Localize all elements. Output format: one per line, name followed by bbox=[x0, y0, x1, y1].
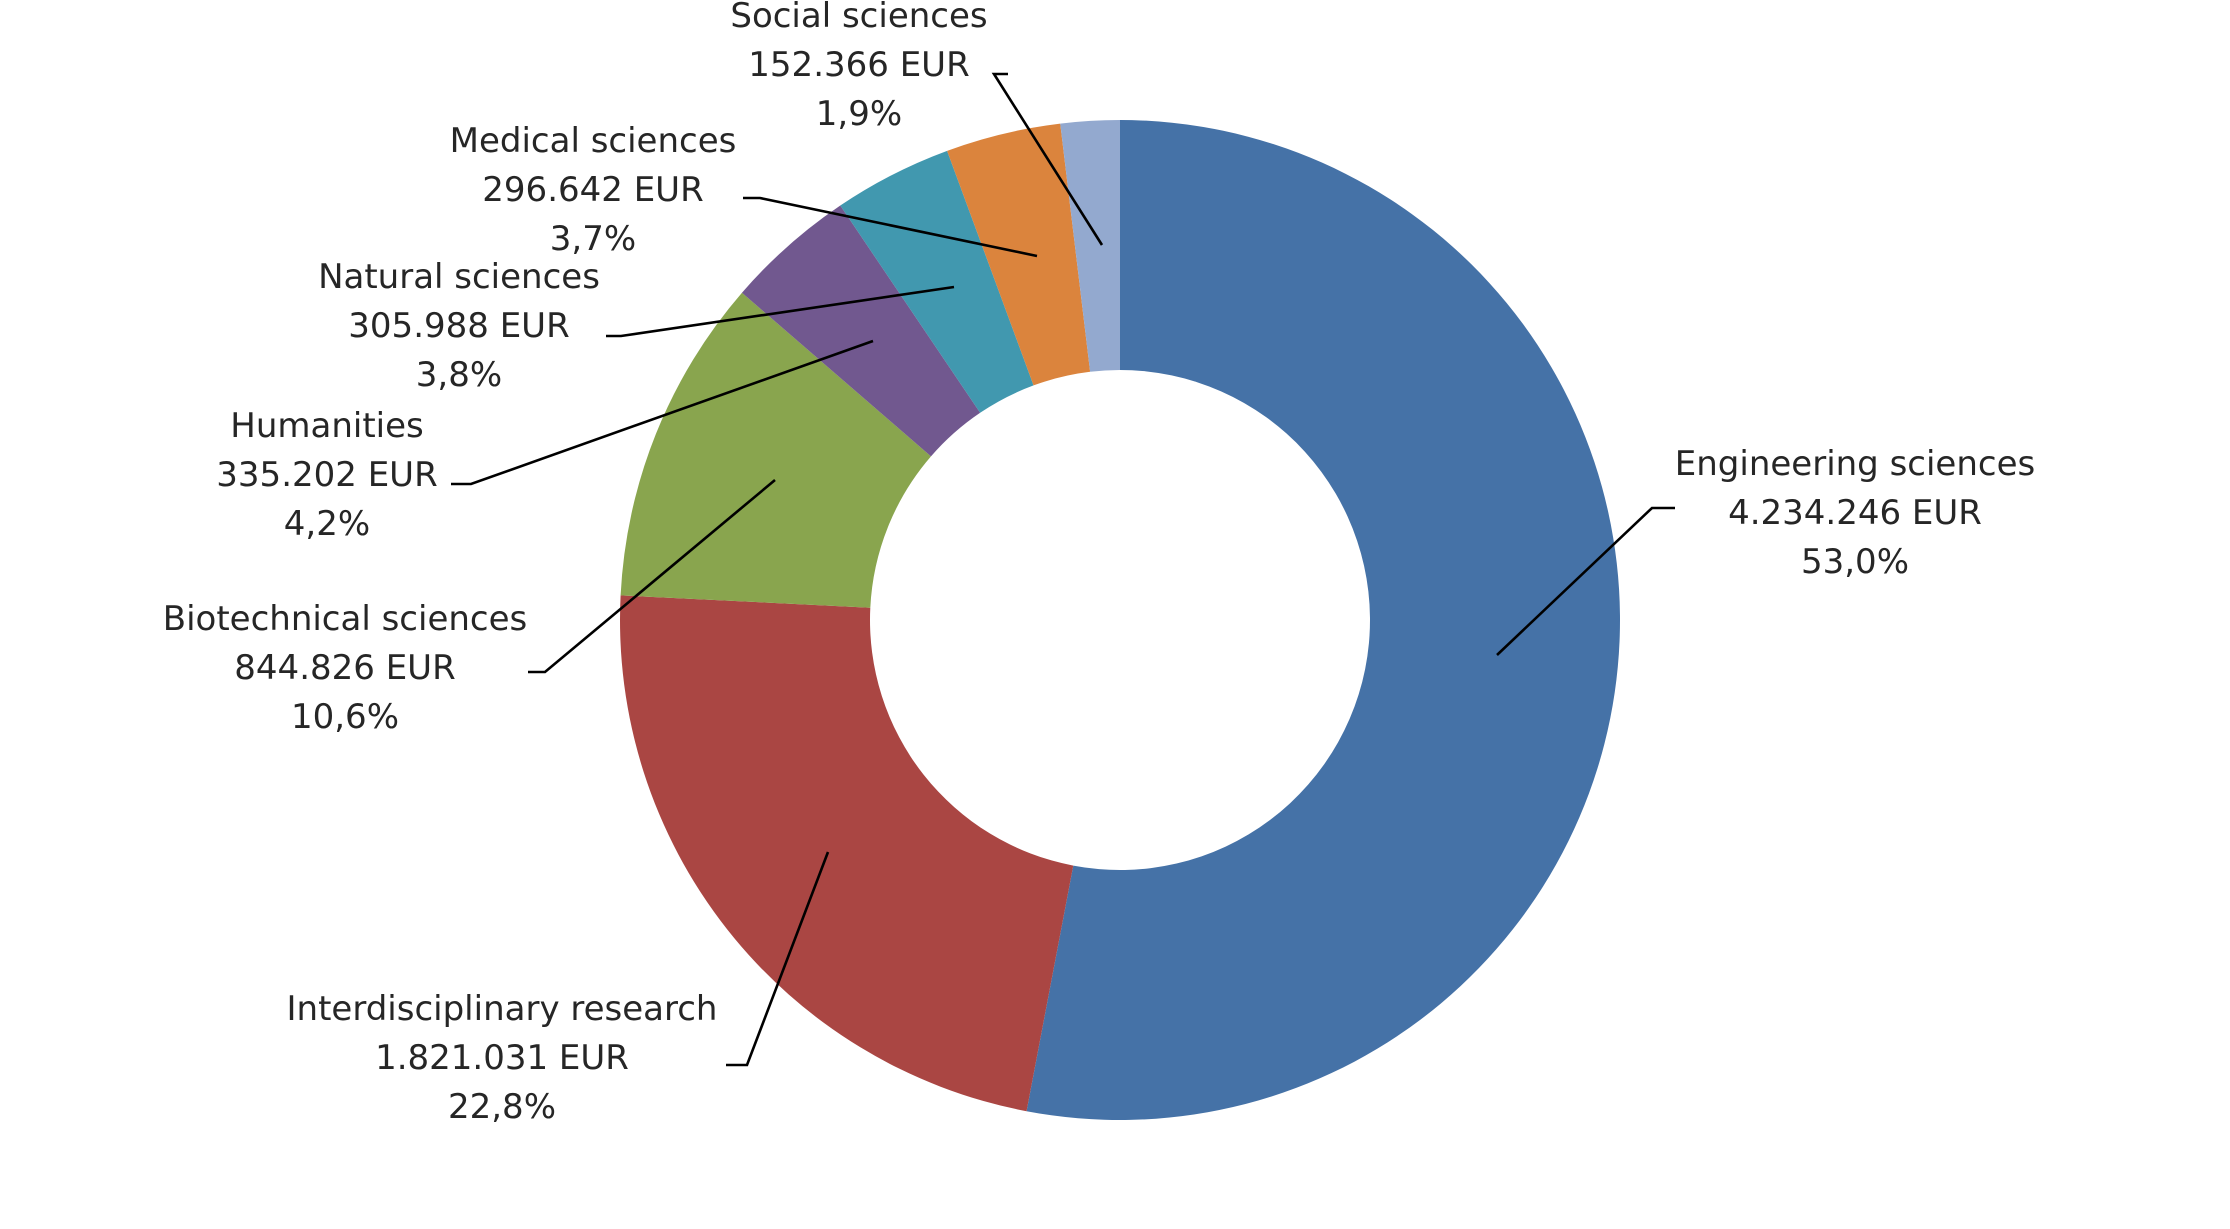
leader-line-medical-sciences bbox=[743, 196, 1038, 258]
leader-line-interdisciplinary-research bbox=[726, 851, 830, 1067]
data-label-humanities-label: Humanities bbox=[230, 406, 423, 446]
slice-engineering-sciences bbox=[1026, 120, 1620, 1120]
data-label-humanities-amount: 335.202 EUR bbox=[216, 455, 437, 495]
data-label-medical-sciences-percent: 3,7% bbox=[550, 219, 636, 259]
data-label-interdisciplinary-research-amount: 1.821.031 EUR bbox=[375, 1038, 629, 1078]
data-label-interdisciplinary-research-label: Interdisciplinary research bbox=[287, 989, 718, 1029]
data-label-social-sciences-percent: 1,9% bbox=[816, 94, 902, 134]
data-label-engineering-sciences-percent: 53,0% bbox=[1801, 542, 1909, 582]
chart-leader-lines bbox=[451, 72, 1675, 1067]
data-label-engineering-sciences-amount: 4.234.246 EUR bbox=[1728, 493, 1982, 533]
leader-line-biotechnical-sciences bbox=[528, 479, 776, 674]
chart-slices bbox=[620, 120, 1620, 1120]
data-label-medical-sciences-label: Medical sciences bbox=[450, 121, 737, 161]
data-label-engineering-sciences-label: Engineering sciences bbox=[1675, 444, 2035, 484]
leader-line-humanities bbox=[451, 339, 874, 486]
slice-interdisciplinary-research bbox=[620, 595, 1074, 1112]
data-label-biotechnical-sciences-amount: 844.826 EUR bbox=[234, 648, 455, 688]
chart-data-labels: Engineering sciences 4.234.246 EUR 53,0% In… bbox=[163, 0, 2035, 1127]
data-label-natural-sciences-amount: 305.988 EUR bbox=[348, 306, 569, 346]
leader-line-engineering-sciences bbox=[1496, 506, 1675, 656]
data-label-social-sciences-label: Social sciences bbox=[730, 0, 987, 36]
data-label-biotechnical-sciences-percent: 10,6% bbox=[291, 697, 399, 737]
leader-line-social-sciences bbox=[991, 72, 1104, 246]
slice-humanities bbox=[741, 205, 981, 457]
slice-natural-sciences bbox=[840, 150, 1034, 413]
slice-social-sciences bbox=[1060, 120, 1120, 372]
data-label-natural-sciences-percent: 3,8% bbox=[416, 355, 502, 395]
data-label-social-sciences-amount: 152.366 EUR bbox=[748, 45, 969, 85]
leader-line-natural-sciences bbox=[606, 285, 955, 338]
slice-biotechnical-sciences bbox=[620, 292, 931, 608]
data-label-interdisciplinary-research-percent: 22,8% bbox=[448, 1087, 556, 1127]
data-label-humanities-percent: 4,2% bbox=[284, 504, 370, 544]
slice-medical-sciences bbox=[947, 123, 1091, 386]
data-label-medical-sciences-amount: 296.642 EUR bbox=[482, 170, 703, 210]
data-label-biotechnical-sciences-label: Biotechnical sciences bbox=[163, 599, 528, 639]
data-label-natural-sciences-label: Natural sciences bbox=[318, 257, 600, 297]
